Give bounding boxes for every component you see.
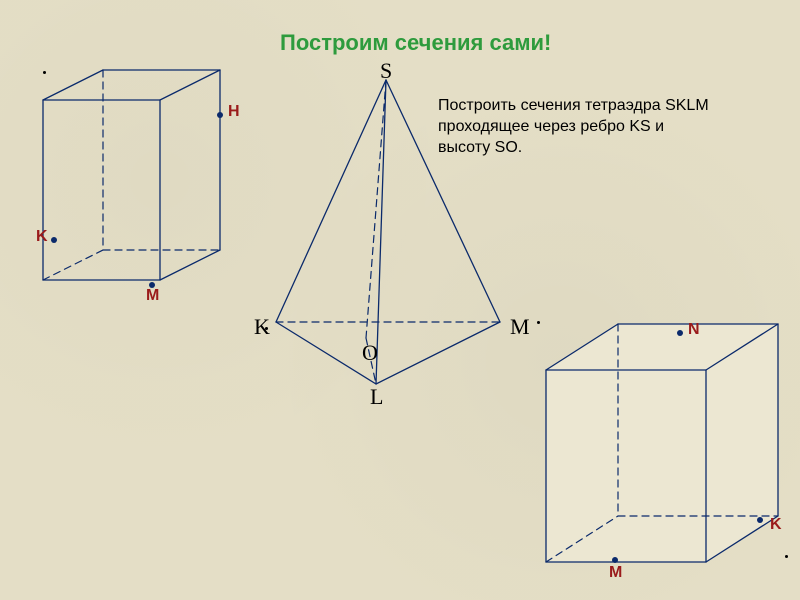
tetra-edge-sl (376, 80, 386, 384)
tetra-edge-kl (276, 322, 376, 384)
prism-left-point-h (217, 112, 223, 118)
diagram-canvas (0, 0, 800, 600)
vertex-label-l: L (370, 384, 383, 410)
prism-left-hidden (43, 250, 103, 280)
prism-left-edge (160, 70, 220, 100)
point-label-n: N (688, 321, 700, 339)
prism-left-point-k (51, 237, 57, 243)
task-description-line: проходящее через ребро KS и (438, 117, 709, 138)
prism-right-point-k (757, 517, 763, 523)
vertex-label-m: M (510, 314, 530, 340)
small-marker (785, 555, 788, 558)
vertex-label-k: K (254, 314, 270, 340)
task-description: Построить сечения тетраэдра SKLMпроходящ… (438, 96, 709, 158)
prism-right-point-n (677, 330, 683, 336)
task-description-line: Построить сечения тетраэдра SKLM (438, 96, 709, 117)
tetra-edge-lm (376, 322, 500, 384)
point-label-k: K (770, 516, 782, 534)
vertex-label-s: S (380, 58, 392, 84)
small-marker (265, 327, 268, 330)
point-label-m: M (609, 564, 622, 582)
point-label-h: H (228, 103, 240, 121)
vertex-label-o: O (362, 340, 378, 366)
prism-left-edge (160, 250, 220, 280)
prism-right-point-m (612, 557, 618, 563)
small-marker (537, 321, 540, 324)
page-title: Построим сечения сами! (280, 30, 551, 56)
prism-left-edge (43, 70, 103, 100)
point-label-m: M (146, 287, 159, 305)
small-marker (43, 71, 46, 74)
task-description-line: высоту SO. (438, 138, 709, 159)
point-label-k: K (36, 228, 48, 246)
